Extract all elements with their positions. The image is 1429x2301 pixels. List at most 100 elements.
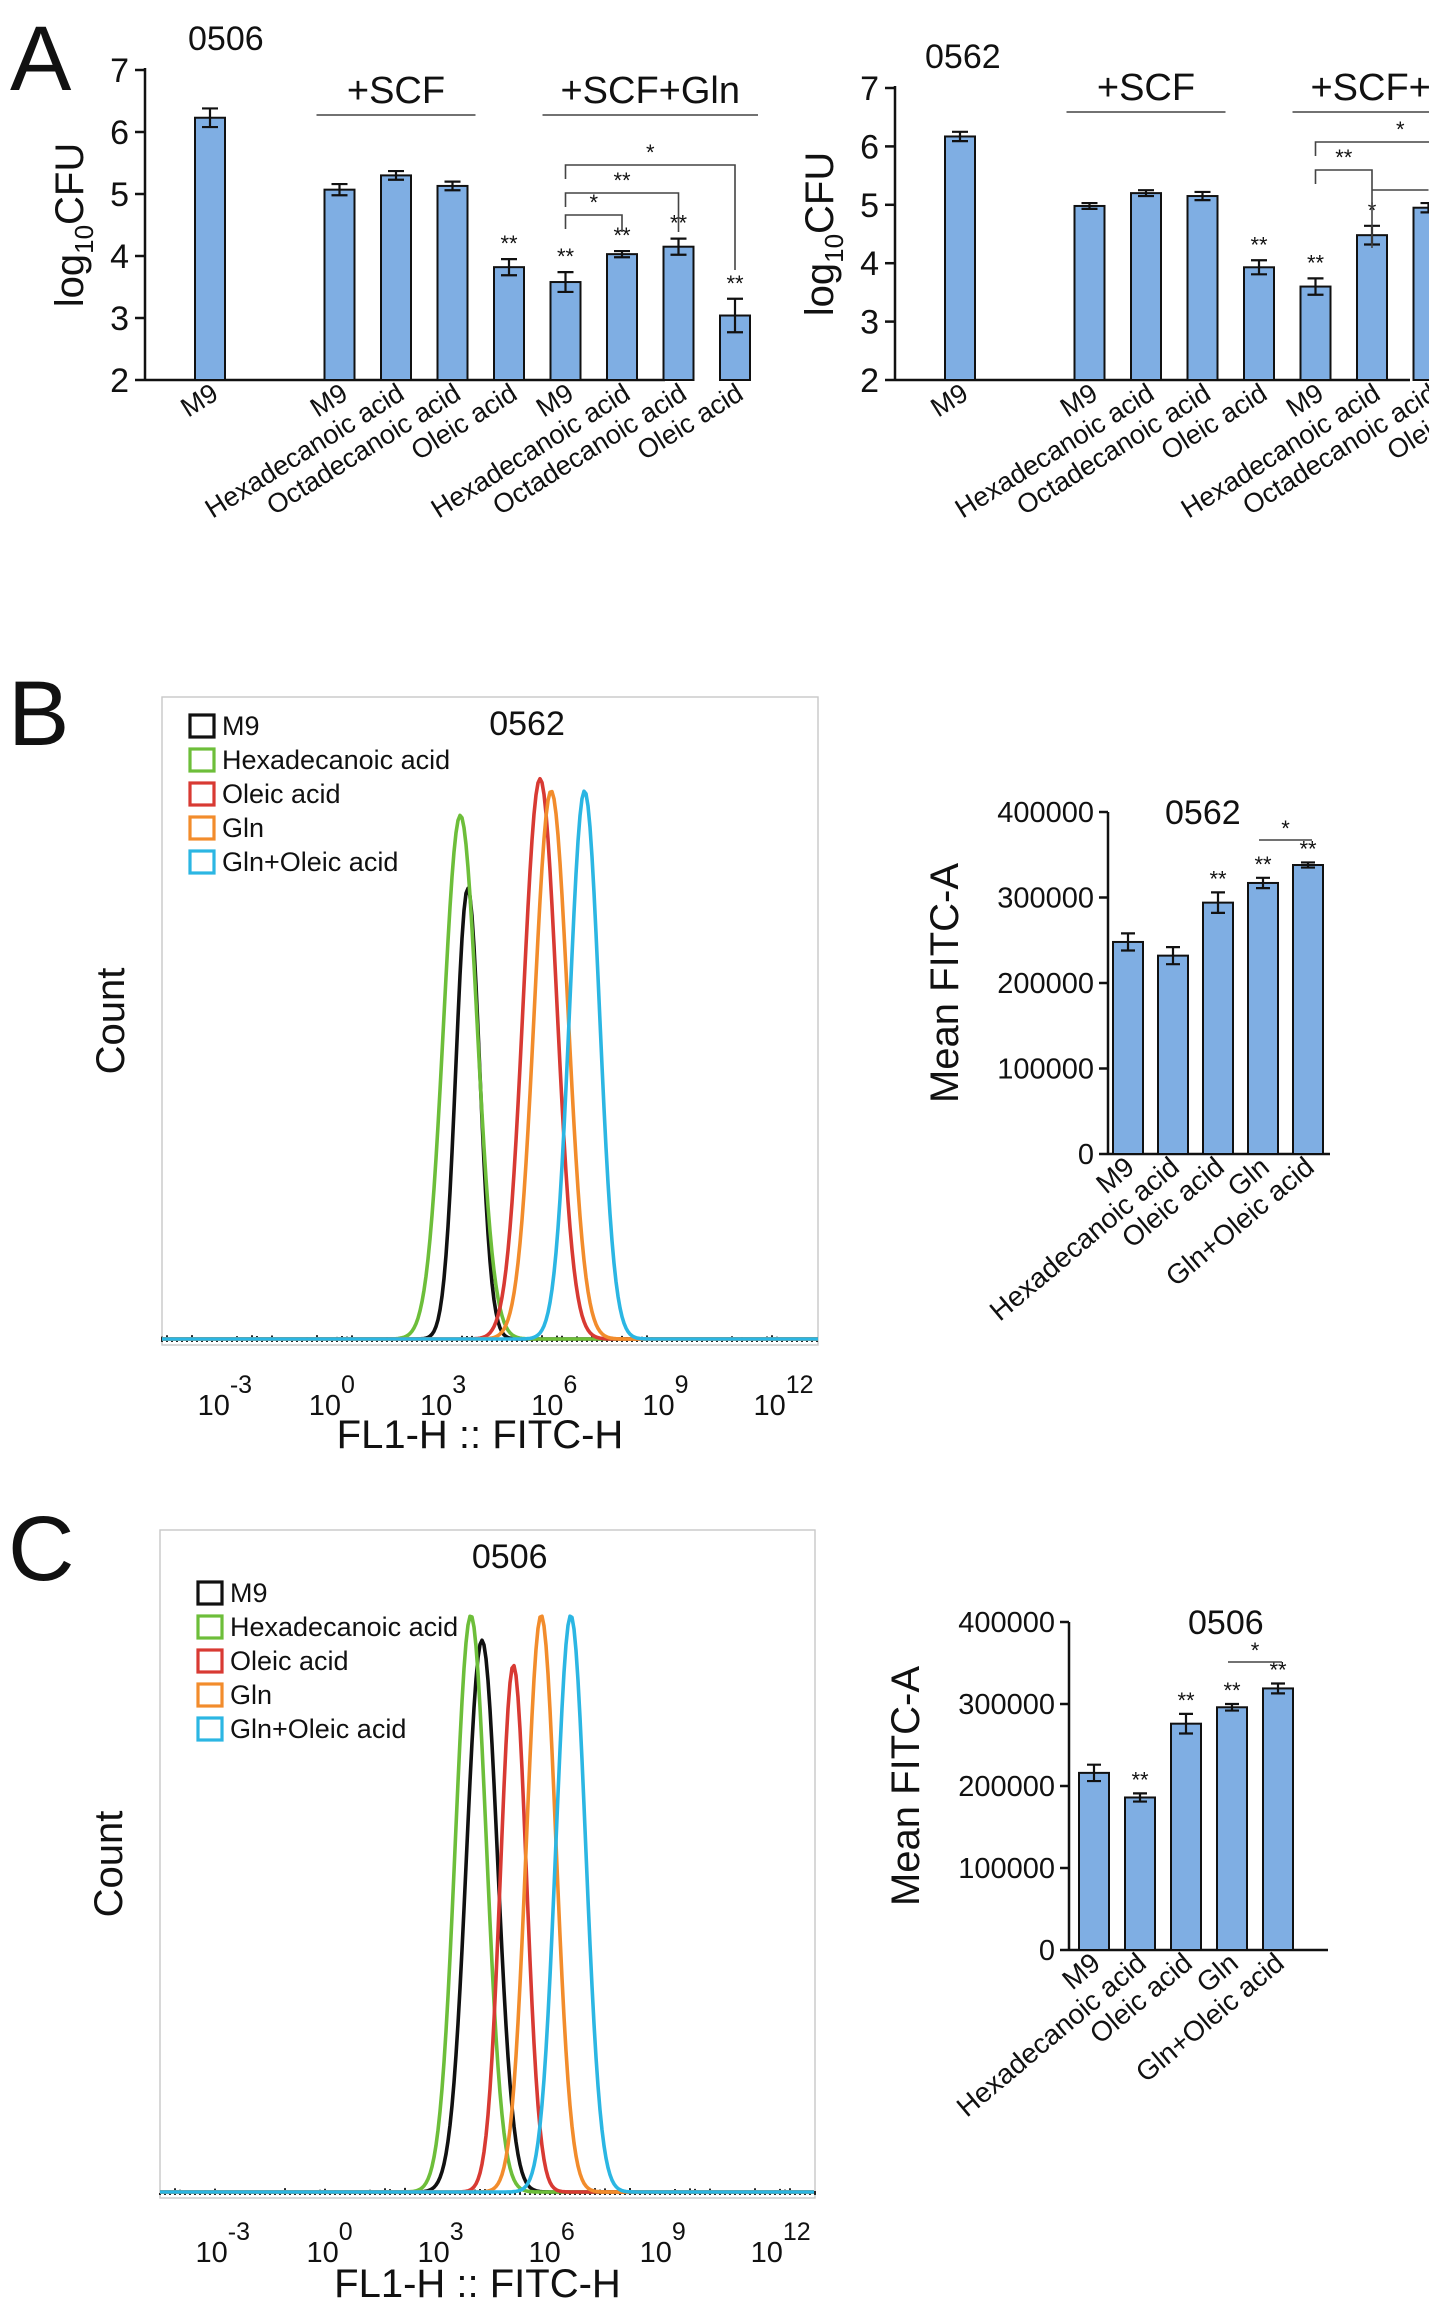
b1-curve-gln-oleic-acid <box>162 789 818 1341</box>
a1-errorbar-5 <box>557 271 574 294</box>
chart-b1-histogram-0562: 0562 M9 Hexadecanoic acid Oleic acid Gln Gln+… <box>89 696 819 1457</box>
panel-label-b: B <box>8 663 69 765</box>
a2-ytick-label-7: 7 <box>860 70 879 108</box>
a1-ytick-label-5: 5 <box>110 176 129 214</box>
b2-sig-3: ** <box>1254 852 1272 877</box>
c1-legend-swatch-gln <box>196 1682 224 1708</box>
a1-errorbar-0 <box>202 107 218 129</box>
b2-errorbar-3 <box>1256 876 1270 890</box>
a1-ytick-label-4: 4 <box>110 238 129 276</box>
panel-label-c: C <box>8 1498 74 1600</box>
a1-comparison-2 <box>564 164 736 270</box>
a1-bar-3 <box>436 184 469 381</box>
a2-bar-5 <box>1299 285 1332 381</box>
a1-errorbar-2 <box>388 169 404 181</box>
c1-legend-swatch-gln-oleic-acid <box>196 1716 224 1742</box>
c2-comparison-label-0: * <box>1251 1638 1260 1663</box>
b2-comparison-label-0: * <box>1281 816 1290 841</box>
b2-ytick-label-0: 0 <box>1078 1139 1094 1171</box>
c2-bar-1 <box>1124 1796 1156 1951</box>
c1-xtick-label-0: 10-3 <box>196 2218 251 2269</box>
b2-bar-3 <box>1247 881 1279 1156</box>
b1-xlabel: FL1-H :: FITC-H <box>337 1413 624 1457</box>
a1-errorbar-3 <box>444 180 461 192</box>
a2-ytick-label-4: 4 <box>860 245 879 283</box>
a2-errorbar-3 <box>1194 190 1211 202</box>
c2-bar-0 <box>1078 1771 1110 1951</box>
c2-title: 0506 <box>1188 1604 1264 1642</box>
c2-sig-3: ** <box>1223 1678 1241 1703</box>
c2-bar-3 <box>1216 1706 1248 1952</box>
a1-ytick-label-2: 2 <box>110 362 129 400</box>
a1-errorbar-8 <box>727 297 743 334</box>
b2-bar-0 <box>1112 940 1144 1156</box>
a2-errorbar-5 <box>1307 277 1324 296</box>
b1-xtick-label-2: 103 <box>420 1371 466 1422</box>
b1-plot-frame <box>161 696 819 1346</box>
a2-group-label-0: +SCF <box>1097 67 1195 109</box>
a2-ytick-label-5: 5 <box>860 187 879 225</box>
b1-legend-label-gln: Gln <box>222 813 264 843</box>
c2-ytick-label-100000: 100000 <box>958 1853 1055 1885</box>
c1-legend-swatch-m9 <box>196 1580 224 1606</box>
b2-title: 0562 <box>1165 794 1241 832</box>
a1-bar-6 <box>606 253 638 381</box>
a1-bar-7 <box>662 245 695 381</box>
b1-xtick-label-5: 1012 <box>754 1371 814 1422</box>
b2-bar-4 <box>1292 864 1324 1155</box>
a1-sig-6: ** <box>613 223 631 248</box>
a1-sig-4: ** <box>500 231 518 256</box>
c2-ytick-label-400000: 400000 <box>958 1607 1055 1639</box>
c2-errorbar-4 <box>1271 1682 1285 1695</box>
b1-legend-swatch-m9 <box>188 713 216 739</box>
b1-xtick-label-3: 106 <box>531 1371 577 1422</box>
b1-legend-swatch-gln-oleic-acid <box>188 849 216 875</box>
a1-bar-5 <box>549 281 582 382</box>
c2-xlabel-1: Hexadecanoic acid <box>951 1947 1152 2123</box>
b1-xtick-label-0: 10-3 <box>198 1371 253 1422</box>
c1-xtick-label-1: 100 <box>307 2218 353 2269</box>
chart-c2-fitc-0506: 0506 0 100000 200000 300000 400000 Mean FITC-A… <box>884 1604 1328 2123</box>
b2-bar-1 <box>1157 954 1189 1156</box>
b1-legend-swatch-hexadecanoic-acid <box>188 747 216 773</box>
c1-plot-frame <box>159 1529 816 2199</box>
b1-xtick-label-4: 109 <box>642 1371 688 1422</box>
a2-errorbar-4 <box>1251 259 1267 276</box>
b2-ylabel: Mean FITC-A <box>923 863 967 1103</box>
c1-title: 0506 <box>472 1538 548 1576</box>
a1-errorbar-6 <box>614 249 630 259</box>
a1-bar-1 <box>323 188 356 381</box>
b1-legend-label-hexadecanoic-acid: Hexadecanoic acid <box>222 745 450 775</box>
b2-sig-2: ** <box>1209 866 1227 891</box>
b1-legend-swatch-oleic-acid <box>188 781 216 807</box>
c2-sig-2: ** <box>1177 1688 1195 1713</box>
a1-ytick-label-7: 7 <box>110 52 129 90</box>
c2-errorbar-3 <box>1225 1702 1239 1712</box>
b2-ytick-label-100000: 100000 <box>997 1054 1094 1086</box>
a2-comparison-1 <box>1314 141 1429 156</box>
a2-bar-7 <box>1412 206 1429 381</box>
c1-curve-oleic-acid <box>160 1663 814 2194</box>
a1-bar-4 <box>493 266 525 381</box>
a1-ytick-label-3: 3 <box>110 300 129 338</box>
a2-bar-6 <box>1356 234 1388 381</box>
b2-sig-4: ** <box>1299 836 1317 861</box>
a1-ylabel: log10CFU <box>48 143 99 308</box>
a1-title: 0506 <box>188 20 264 58</box>
b2-ytick-label-300000: 300000 <box>997 883 1094 915</box>
c1-curve-gln-oleic-acid <box>160 1614 814 2194</box>
b1-legend-swatch-gln <box>188 815 216 841</box>
c2-ytick-label-200000: 200000 <box>958 1771 1055 1803</box>
a2-group-label-1: +SCF+Gln <box>1310 67 1429 109</box>
c2-errorbar-2 <box>1179 1712 1193 1735</box>
a1-comparison-label-1: ** <box>613 168 631 193</box>
c1-legend-label-oleic-acid: Oleic acid <box>230 1646 349 1676</box>
c1-xtick-label-2: 103 <box>418 2218 464 2269</box>
b1-legend-label-m9: M9 <box>222 711 260 741</box>
a2-bar-0 <box>944 135 976 381</box>
a2-comparison-0 <box>1314 169 1373 248</box>
b1-ylabel: Count <box>89 968 133 1075</box>
b2-errorbar-4 <box>1301 861 1315 869</box>
